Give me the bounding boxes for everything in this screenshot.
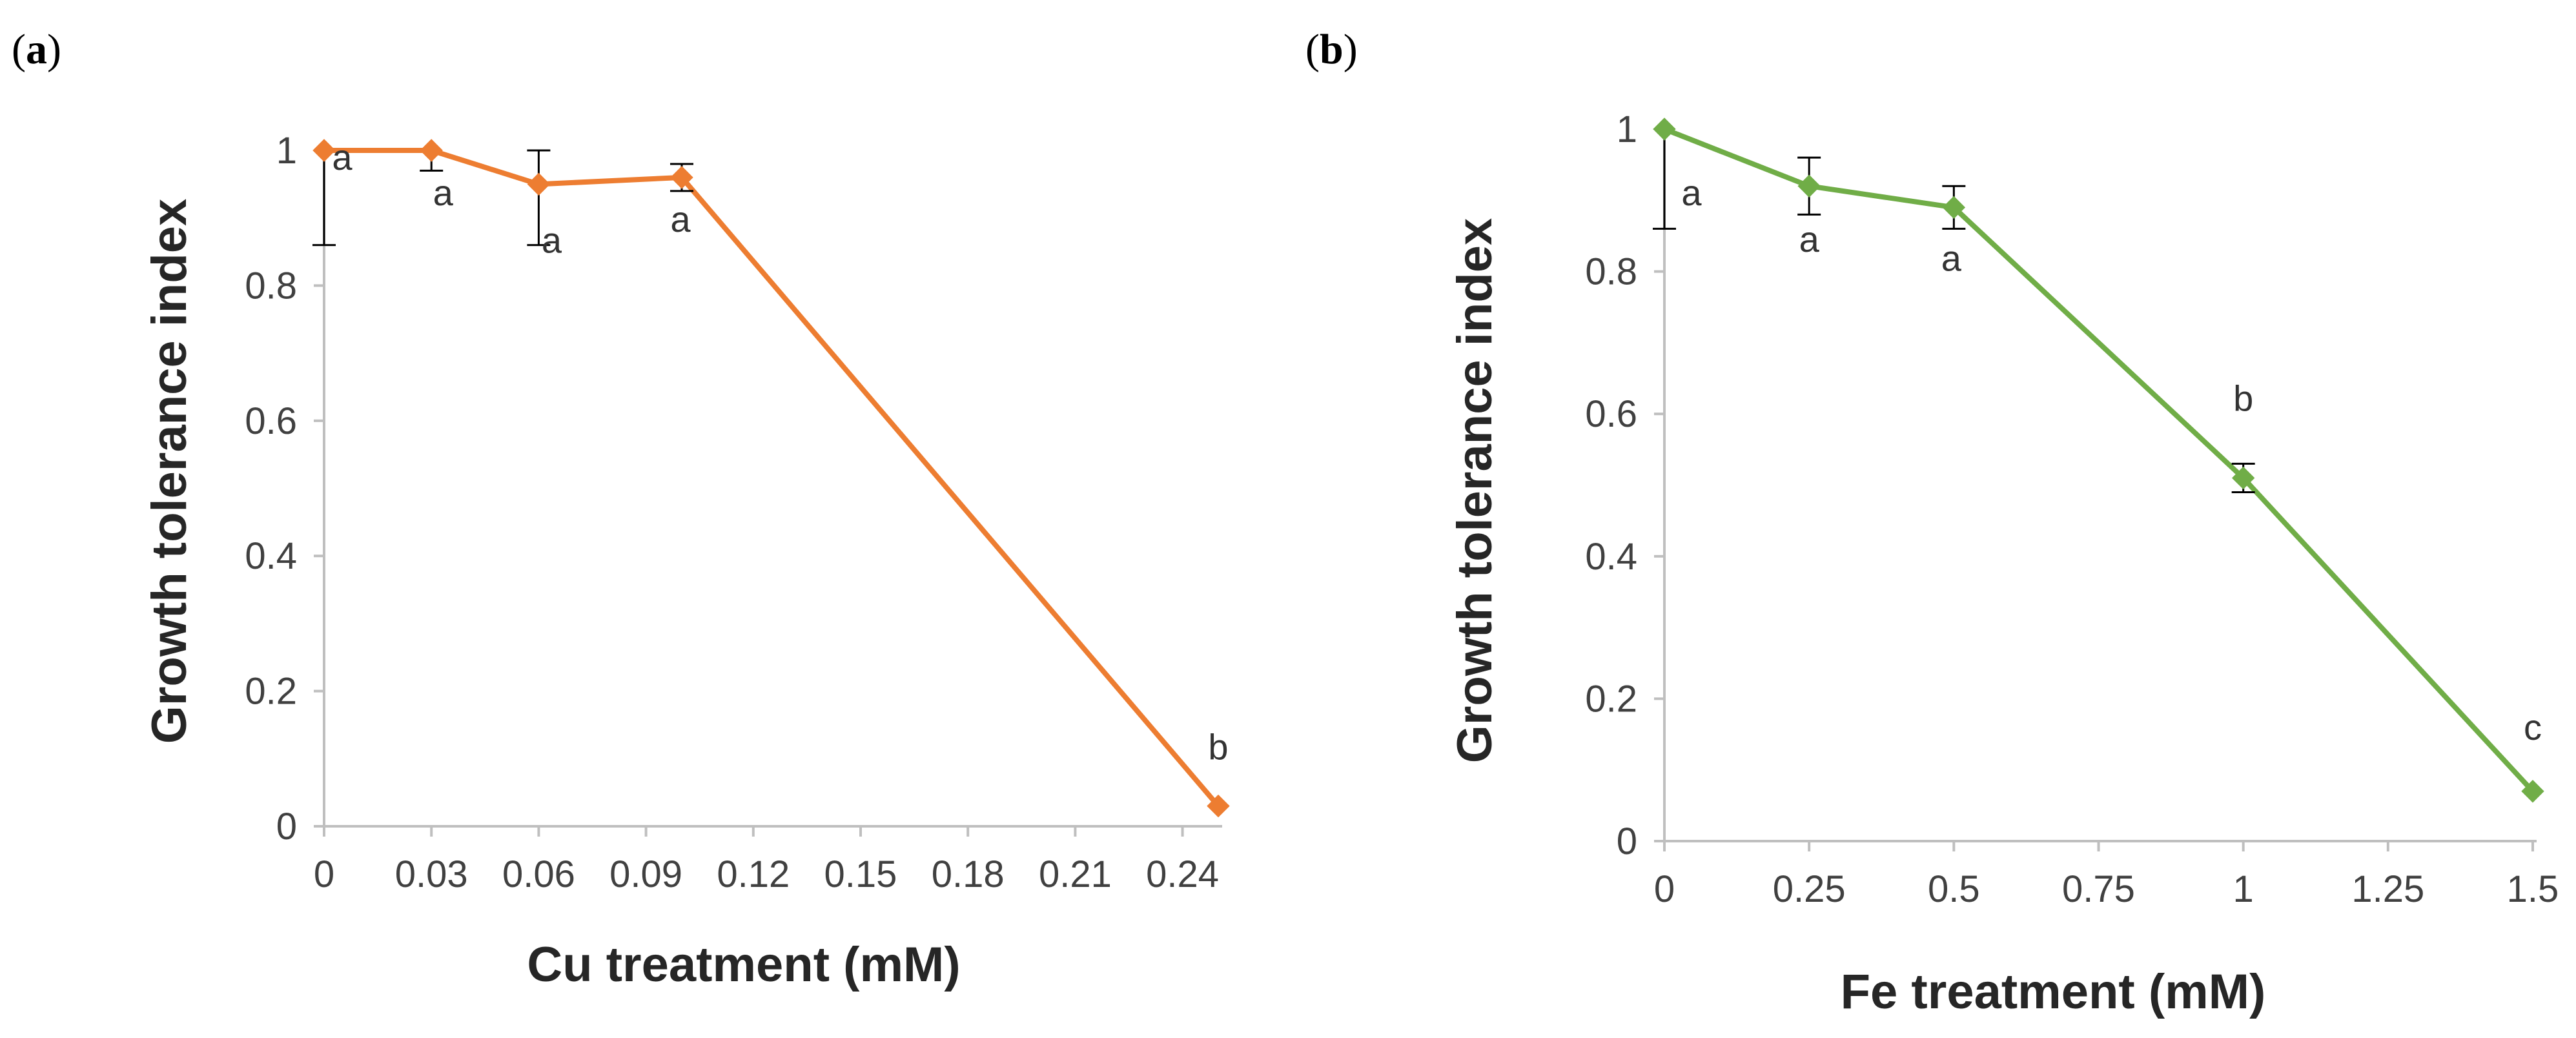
pa-x-tick-label: 0.12 (717, 853, 790, 895)
pa-x-tick-label: 0.21 (1039, 853, 1112, 895)
y-axis-title-b: Growth tolerance index (1447, 218, 1502, 764)
pb-data-point (1942, 196, 1966, 219)
pb-x-tick-label: 1 (2233, 868, 2254, 910)
pa-y-tick-label: 1 (276, 130, 297, 172)
x-axis-title-b: Fe treatment (mM) (1841, 964, 2266, 1019)
pa-x-tick-label: 0.03 (395, 853, 468, 895)
pa-data-point (312, 139, 336, 162)
pb-x-tick-label: 1.25 (2351, 868, 2424, 910)
chart-panel-b: (b) Growth tolerance index Fe treatment … (1305, 26, 2559, 1019)
pb-y-tick-label: 0.2 (1585, 678, 1637, 720)
pb-x-tick-label: 0 (1654, 868, 1675, 910)
pa-data-point (670, 166, 693, 189)
pa-x-tick-label: 0.24 (1146, 853, 1219, 895)
pa-significance-label: a (332, 137, 353, 178)
chart-panel-a: (a) Growth tolerance index Cu treatment … (12, 26, 1230, 992)
plot-area-a: 0 0.2 0.4 0.6 0.8 1 0 0.03 0.06 0.09 0.12 0.15 0.18 0… (245, 130, 1230, 895)
pb-data-point (2231, 466, 2255, 490)
pb-error-bar (1653, 129, 1676, 230)
pa-y-tick-label: 0 (276, 806, 297, 848)
pb-x-tick-label: 0.5 (1928, 868, 1980, 910)
pb-data-point (1797, 174, 1821, 198)
pa-significance-label: a (542, 219, 562, 260)
panel-a-label: (a) (12, 26, 61, 73)
pa-x-tick-label: 0.09 (609, 853, 682, 895)
pa-x-tick-label: 0.06 (502, 853, 575, 895)
pa-y-tick-label: 0.2 (245, 671, 297, 713)
plot-area-b: 0 0.2 0.4 0.6 0.8 1 0 0.25 0.5 0.75 1 1.25 1.5 a a a b c (1585, 108, 2559, 910)
pa-significance-label: a (670, 199, 691, 239)
pa-y-tick-label: 0.4 (245, 535, 297, 577)
pa-error-bar (527, 149, 551, 247)
y-axis-title-a: Growth tolerance index (142, 199, 197, 744)
pa-y-tick-label: 0.6 (245, 400, 297, 442)
pb-y-tick-label: 0 (1617, 820, 1637, 862)
pb-x-tick-label: 0.25 (1773, 868, 1846, 910)
pb-y-tick-label: 0.4 (1585, 536, 1637, 578)
pa-data-point (527, 172, 551, 196)
pa-data-point (1207, 794, 1230, 818)
pa-x-tick-label: 0.18 (932, 853, 1005, 895)
pb-significance-label: a (1799, 219, 1820, 260)
pb-x-tick-label: 0.75 (2062, 868, 2135, 910)
pb-significance-label: a (1681, 172, 1702, 213)
pa-data-point (420, 139, 443, 162)
pa-x-tick-label: 0 (314, 853, 334, 895)
pb-significance-label: a (1941, 238, 1962, 278)
pa-significance-label: a (433, 172, 454, 213)
pa-series-line (324, 148, 1221, 808)
x-axis-title-a: Cu treatment (mM) (527, 937, 960, 992)
panel-b-label: (b) (1305, 26, 1358, 73)
pb-data-point (1653, 117, 1676, 141)
pb-series-line (1663, 127, 2535, 793)
pa-x-tick-label: 0.15 (824, 853, 897, 895)
pb-significance-label: c (2524, 707, 2542, 748)
pa-significance-label: b (1208, 727, 1228, 768)
pb-y-tick-label: 1 (1617, 108, 1637, 150)
pa-y-tick-label: 0.8 (245, 265, 297, 307)
pb-y-tick-label: 0.8 (1585, 251, 1637, 293)
pb-data-point (2521, 780, 2544, 803)
pb-x-tick-label: 1.5 (2507, 868, 2559, 910)
pb-significance-label: b (2233, 378, 2253, 418)
pb-y-tick-label: 0.6 (1585, 393, 1637, 435)
pa-error-bar (312, 150, 336, 247)
